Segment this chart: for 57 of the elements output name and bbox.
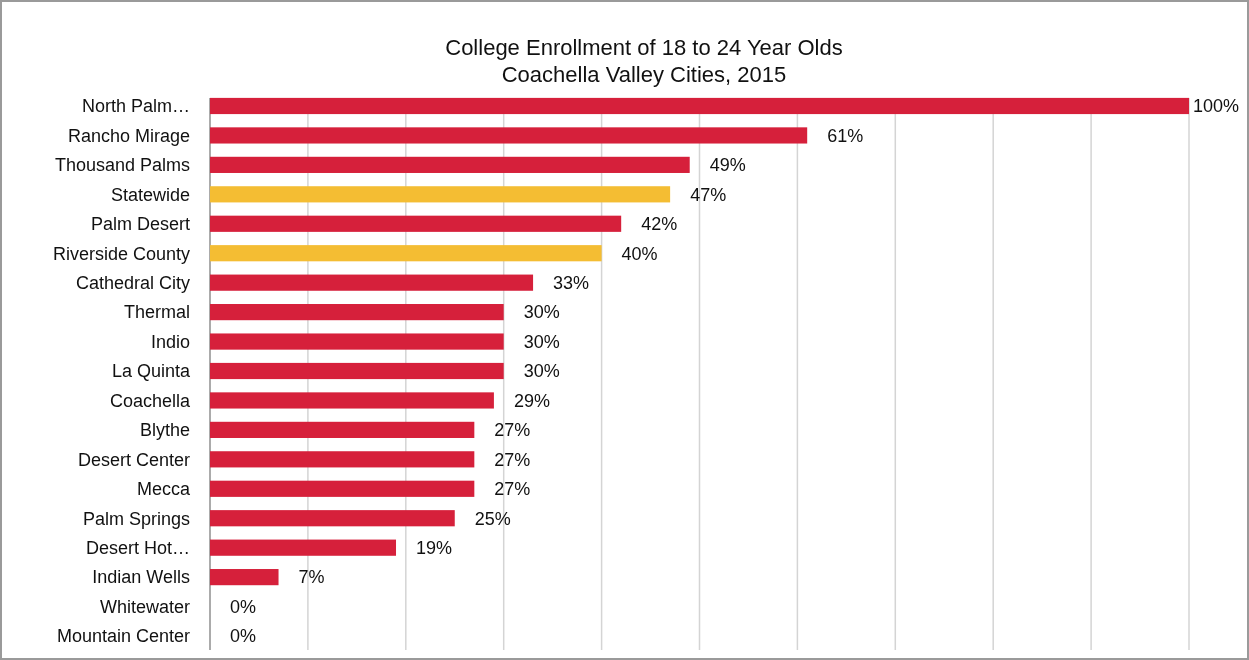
y-tick-label: Riverside County (52, 243, 190, 264)
bar (210, 569, 279, 586)
bar (210, 304, 504, 321)
bar (210, 97, 1189, 115)
y-tick-label: Statewide (110, 184, 190, 205)
y-tick-label: Indian Wells (92, 567, 190, 588)
data-label: 0% (230, 596, 257, 617)
bar (210, 480, 475, 497)
y-tick-label: Indio (150, 331, 190, 352)
data-label: 19% (416, 537, 453, 558)
chart-title: College Enrollment of 18 to 24 Year Olds (445, 35, 843, 60)
bar (210, 156, 690, 173)
data-label: 27% (494, 479, 531, 500)
bar (210, 127, 808, 144)
data-label: 100% (1193, 96, 1240, 117)
bar (210, 215, 622, 232)
y-tick-label: Thermal (123, 302, 190, 323)
y-tick-label: North Palm… (81, 96, 190, 117)
data-label: 0% (230, 626, 257, 647)
data-label: 29% (513, 390, 550, 411)
data-label: 42% (641, 214, 678, 235)
data-label: 27% (494, 420, 531, 441)
bar (210, 245, 602, 262)
y-tick-label: Palm Desert (90, 214, 190, 235)
chart-subtitle: Coachella Valley Cities, 2015 (501, 62, 787, 87)
bar (210, 510, 455, 527)
y-tick-label: Mountain Center (56, 626, 190, 647)
y-tick-label: Mecca (136, 479, 191, 500)
y-tick-label: Palm Springs (82, 508, 190, 529)
bar (210, 539, 397, 556)
data-label: 30% (523, 331, 560, 352)
bar (210, 421, 475, 438)
data-label: 33% (553, 272, 590, 293)
data-label: 30% (523, 361, 560, 382)
y-tick-label: Rancho Mirage (67, 125, 190, 146)
bar (210, 392, 494, 409)
y-tick-label: Coachella (109, 390, 191, 411)
data-label: 30% (523, 302, 560, 323)
data-label: 7% (298, 567, 325, 588)
y-tick-label: La Quinta (111, 361, 191, 382)
bar (210, 362, 504, 380)
y-tick-label: Desert Hot… (85, 537, 190, 558)
y-tick-label: Blythe (139, 420, 190, 441)
data-label: 61% (827, 125, 864, 146)
data-label: 25% (474, 508, 511, 529)
y-tick-label: Cathedral City (75, 272, 190, 293)
data-label: 47% (690, 184, 727, 205)
data-label: 49% (709, 155, 746, 176)
y-tick-label: Desert Center (77, 449, 190, 470)
data-label: 27% (494, 449, 531, 470)
y-tick-label: Whitewater (99, 596, 190, 617)
data-label: 40% (621, 243, 658, 264)
bar (210, 333, 504, 350)
y-tick-label: Thousand Palms (54, 155, 190, 176)
bar (210, 274, 534, 291)
bar (210, 451, 475, 468)
bar (210, 186, 671, 203)
